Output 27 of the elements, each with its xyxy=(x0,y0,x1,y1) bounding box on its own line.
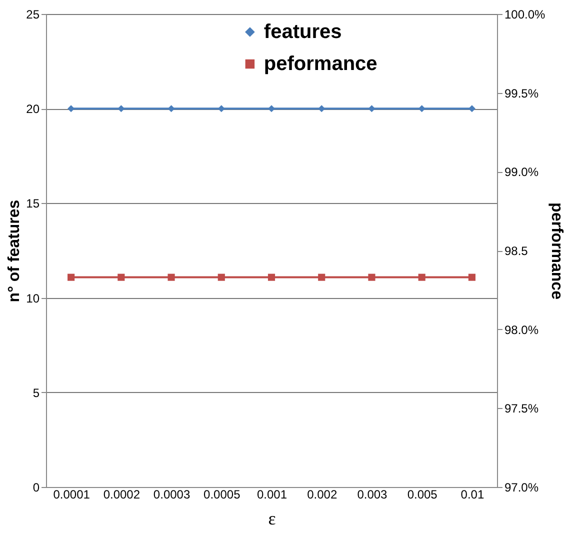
x-tick-label: 0.005 xyxy=(407,488,438,502)
x-tick-label: 0.003 xyxy=(357,488,388,502)
y-tick-label: 25 xyxy=(26,8,40,22)
x-axis-title: ε xyxy=(268,508,276,528)
x-tick-label: 0.0003 xyxy=(153,488,190,502)
legend-label: peformance xyxy=(264,53,378,75)
y-tick-label: 20 xyxy=(26,102,40,116)
y2-tick-label: 99.0% xyxy=(504,165,539,180)
y2-tick-label: 99.5% xyxy=(504,86,539,100)
x-tick-label: 0.0005 xyxy=(204,488,241,502)
y2-tick-label: 98.5 xyxy=(504,244,528,258)
y2-axis-title: performance xyxy=(548,202,566,300)
x-tick-label: 0.0001 xyxy=(53,488,90,502)
y-tick-label: 15 xyxy=(26,196,40,211)
x-tick-label: 0.01 xyxy=(460,488,484,502)
x-tick-label: 0.002 xyxy=(307,488,338,502)
y-tick-label: 5 xyxy=(32,386,40,400)
y-axis-title: n° of features xyxy=(6,200,24,302)
y-tick-label: 10 xyxy=(26,291,40,306)
y2-tick-label: 97.5% xyxy=(504,402,539,416)
y2-tick-label: 97.0% xyxy=(504,480,539,494)
legend-label: features xyxy=(264,21,342,43)
x-tick-label: 0.0002 xyxy=(103,488,140,502)
y2-tick-label: 100.0% xyxy=(504,8,546,22)
y2-tick-label: 98.0% xyxy=(504,322,539,337)
x-tick-label: 0.001 xyxy=(256,488,288,502)
y-tick-label: 0 xyxy=(32,480,40,494)
